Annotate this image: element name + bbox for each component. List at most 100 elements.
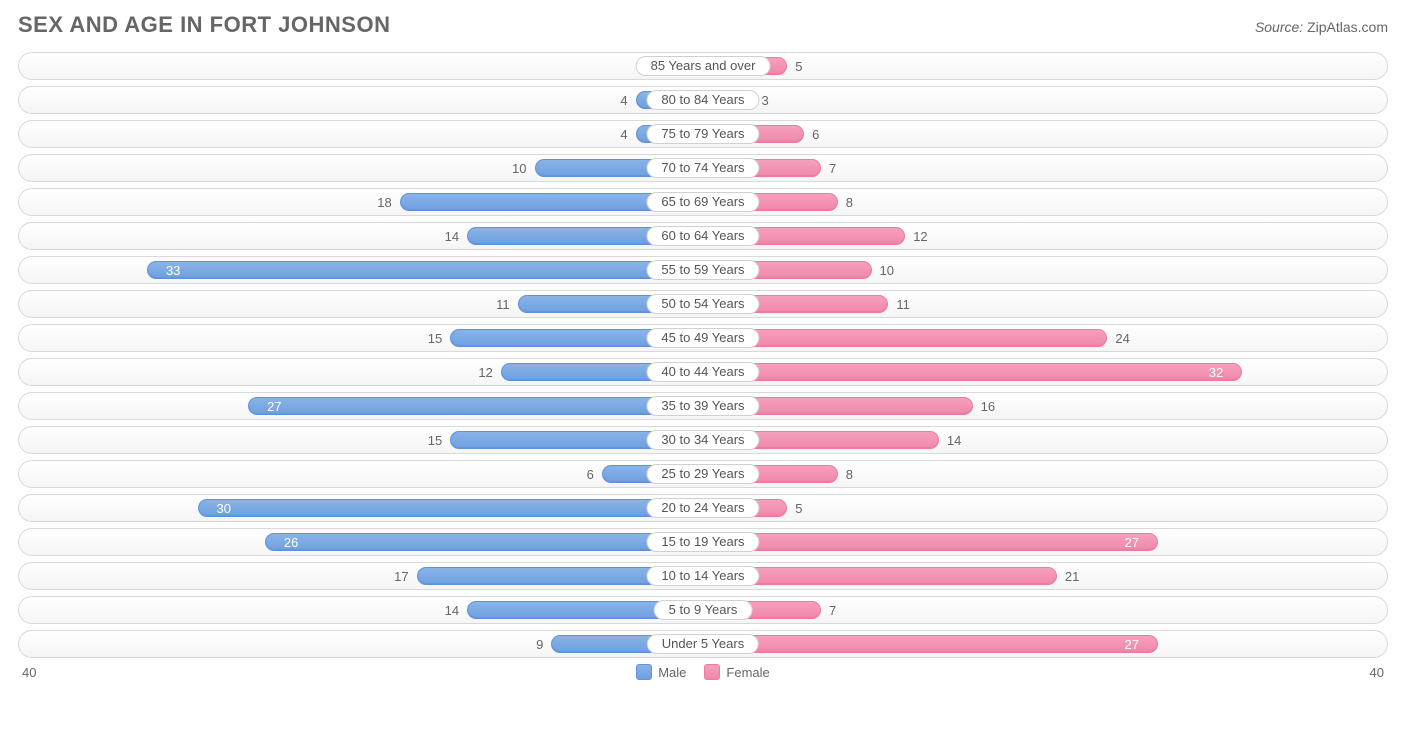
pyramid-row: 12 32 40 to 44 Years (18, 358, 1388, 386)
age-group-label: 70 to 74 Years (646, 158, 759, 178)
male-half: 33 (29, 260, 703, 280)
male-value: 12 (470, 365, 500, 380)
source-value: ZipAtlas.com (1307, 19, 1388, 35)
age-group-label: 65 to 69 Years (646, 192, 759, 212)
population-pyramid-chart: 2585 Years and over4380 to 84 Years4675 … (18, 52, 1388, 658)
female-half: 11 (703, 294, 1377, 314)
male-swatch-icon (636, 664, 652, 680)
pyramid-row: 2585 Years and over (18, 52, 1388, 80)
pyramid-row: 14 7 5 to 9 Years (18, 596, 1388, 624)
male-value: 14 (437, 229, 467, 244)
female-half: 7 (703, 158, 1377, 178)
source-label: Source: (1255, 19, 1303, 35)
pyramid-row: 111150 to 54 Years (18, 290, 1388, 318)
chart-legend: Male Female (636, 664, 770, 680)
pyramid-row: 152445 to 49 Years (18, 324, 1388, 352)
female-half: 12 (703, 226, 1377, 246)
male-half: 6 (29, 464, 703, 484)
legend-item-female: Female (704, 664, 769, 680)
female-value: 7 (821, 161, 844, 176)
male-half: 30 (29, 498, 703, 518)
female-value: 10 (872, 263, 902, 278)
male-half: 11 (29, 294, 703, 314)
male-bar: 33 (147, 261, 703, 279)
female-bar (703, 329, 1107, 347)
female-bar: 32 (703, 363, 1242, 381)
male-value: 14 (437, 603, 467, 618)
age-group-label: Under 5 Years (647, 634, 759, 654)
chart-source: Source: ZipAtlas.com (1255, 19, 1388, 35)
male-value: 4 (612, 127, 635, 142)
age-group-label: 85 Years and over (636, 56, 771, 76)
age-group-label: 40 to 44 Years (646, 362, 759, 382)
female-value: 32 (1201, 365, 1231, 380)
age-group-label: 60 to 64 Years (646, 226, 759, 246)
female-half: 5 (703, 56, 1377, 76)
male-value: 6 (579, 467, 602, 482)
female-value: 6 (804, 127, 827, 142)
pyramid-row: 18 8 65 to 69 Years (18, 188, 1388, 216)
female-half: 10 (703, 260, 1377, 280)
male-half: 15 (29, 328, 703, 348)
male-value: 33 (158, 263, 188, 278)
pyramid-row: 26 2715 to 19 Years (18, 528, 1388, 556)
legend-female-label: Female (726, 665, 769, 680)
female-half: 21 (703, 566, 1377, 586)
pyramid-row: 9 27Under 5 Years (18, 630, 1388, 658)
male-half: 15 (29, 430, 703, 450)
female-half: 32 (703, 362, 1377, 382)
female-bar: 27 (703, 635, 1158, 653)
female-value: 12 (905, 229, 935, 244)
female-half: 7 (703, 600, 1377, 620)
male-half: 17 (29, 566, 703, 586)
age-group-label: 30 to 34 Years (646, 430, 759, 450)
pyramid-row: 33 10 55 to 59 Years (18, 256, 1388, 284)
female-value: 24 (1107, 331, 1137, 346)
pyramid-row: 4380 to 84 Years (18, 86, 1388, 114)
age-group-label: 50 to 54 Years (646, 294, 759, 314)
age-group-label: 5 to 9 Years (654, 600, 753, 620)
female-value: 7 (821, 603, 844, 618)
female-value: 16 (973, 399, 1003, 414)
female-half: 27 (703, 532, 1377, 552)
age-group-label: 20 to 24 Years (646, 498, 759, 518)
pyramid-row: 151430 to 34 Years (18, 426, 1388, 454)
age-group-label: 25 to 29 Years (646, 464, 759, 484)
male-half: 10 (29, 158, 703, 178)
age-group-label: 15 to 19 Years (646, 532, 759, 552)
male-half: 12 (29, 362, 703, 382)
chart-header: SEX AND AGE IN FORT JOHNSON Source: ZipA… (18, 12, 1388, 38)
female-half: 3 (703, 90, 1377, 110)
female-half: 5 (703, 498, 1377, 518)
male-half: 26 (29, 532, 703, 552)
male-value: 26 (276, 535, 306, 550)
female-half: 6 (703, 124, 1377, 144)
male-value: 11 (488, 297, 518, 312)
female-half: 24 (703, 328, 1377, 348)
pyramid-row: 4675 to 79 Years (18, 120, 1388, 148)
pyramid-row: 6825 to 29 Years (18, 460, 1388, 488)
male-half: 4 (29, 124, 703, 144)
male-half: 9 (29, 634, 703, 654)
male-value: 10 (504, 161, 534, 176)
axis-left-max: 40 (22, 665, 36, 680)
male-value: 9 (528, 637, 551, 652)
male-bar: 26 (265, 533, 703, 551)
pyramid-row: 10 7 70 to 74 Years (18, 154, 1388, 182)
male-value: 15 (420, 433, 450, 448)
male-half: 18 (29, 192, 703, 212)
female-half: 16 (703, 396, 1377, 416)
male-value: 15 (420, 331, 450, 346)
female-value: 8 (838, 195, 861, 210)
legend-item-male: Male (636, 664, 686, 680)
male-value: 17 (386, 569, 416, 584)
age-group-label: 10 to 14 Years (646, 566, 759, 586)
chart-footer: 40 Male Female 40 (18, 664, 1388, 680)
male-value: 18 (369, 195, 399, 210)
female-value: 5 (787, 59, 810, 74)
male-half: 14 (29, 226, 703, 246)
age-group-label: 55 to 59 Years (646, 260, 759, 280)
female-swatch-icon (704, 664, 720, 680)
age-group-label: 35 to 39 Years (646, 396, 759, 416)
axis-right-max: 40 (1370, 665, 1384, 680)
